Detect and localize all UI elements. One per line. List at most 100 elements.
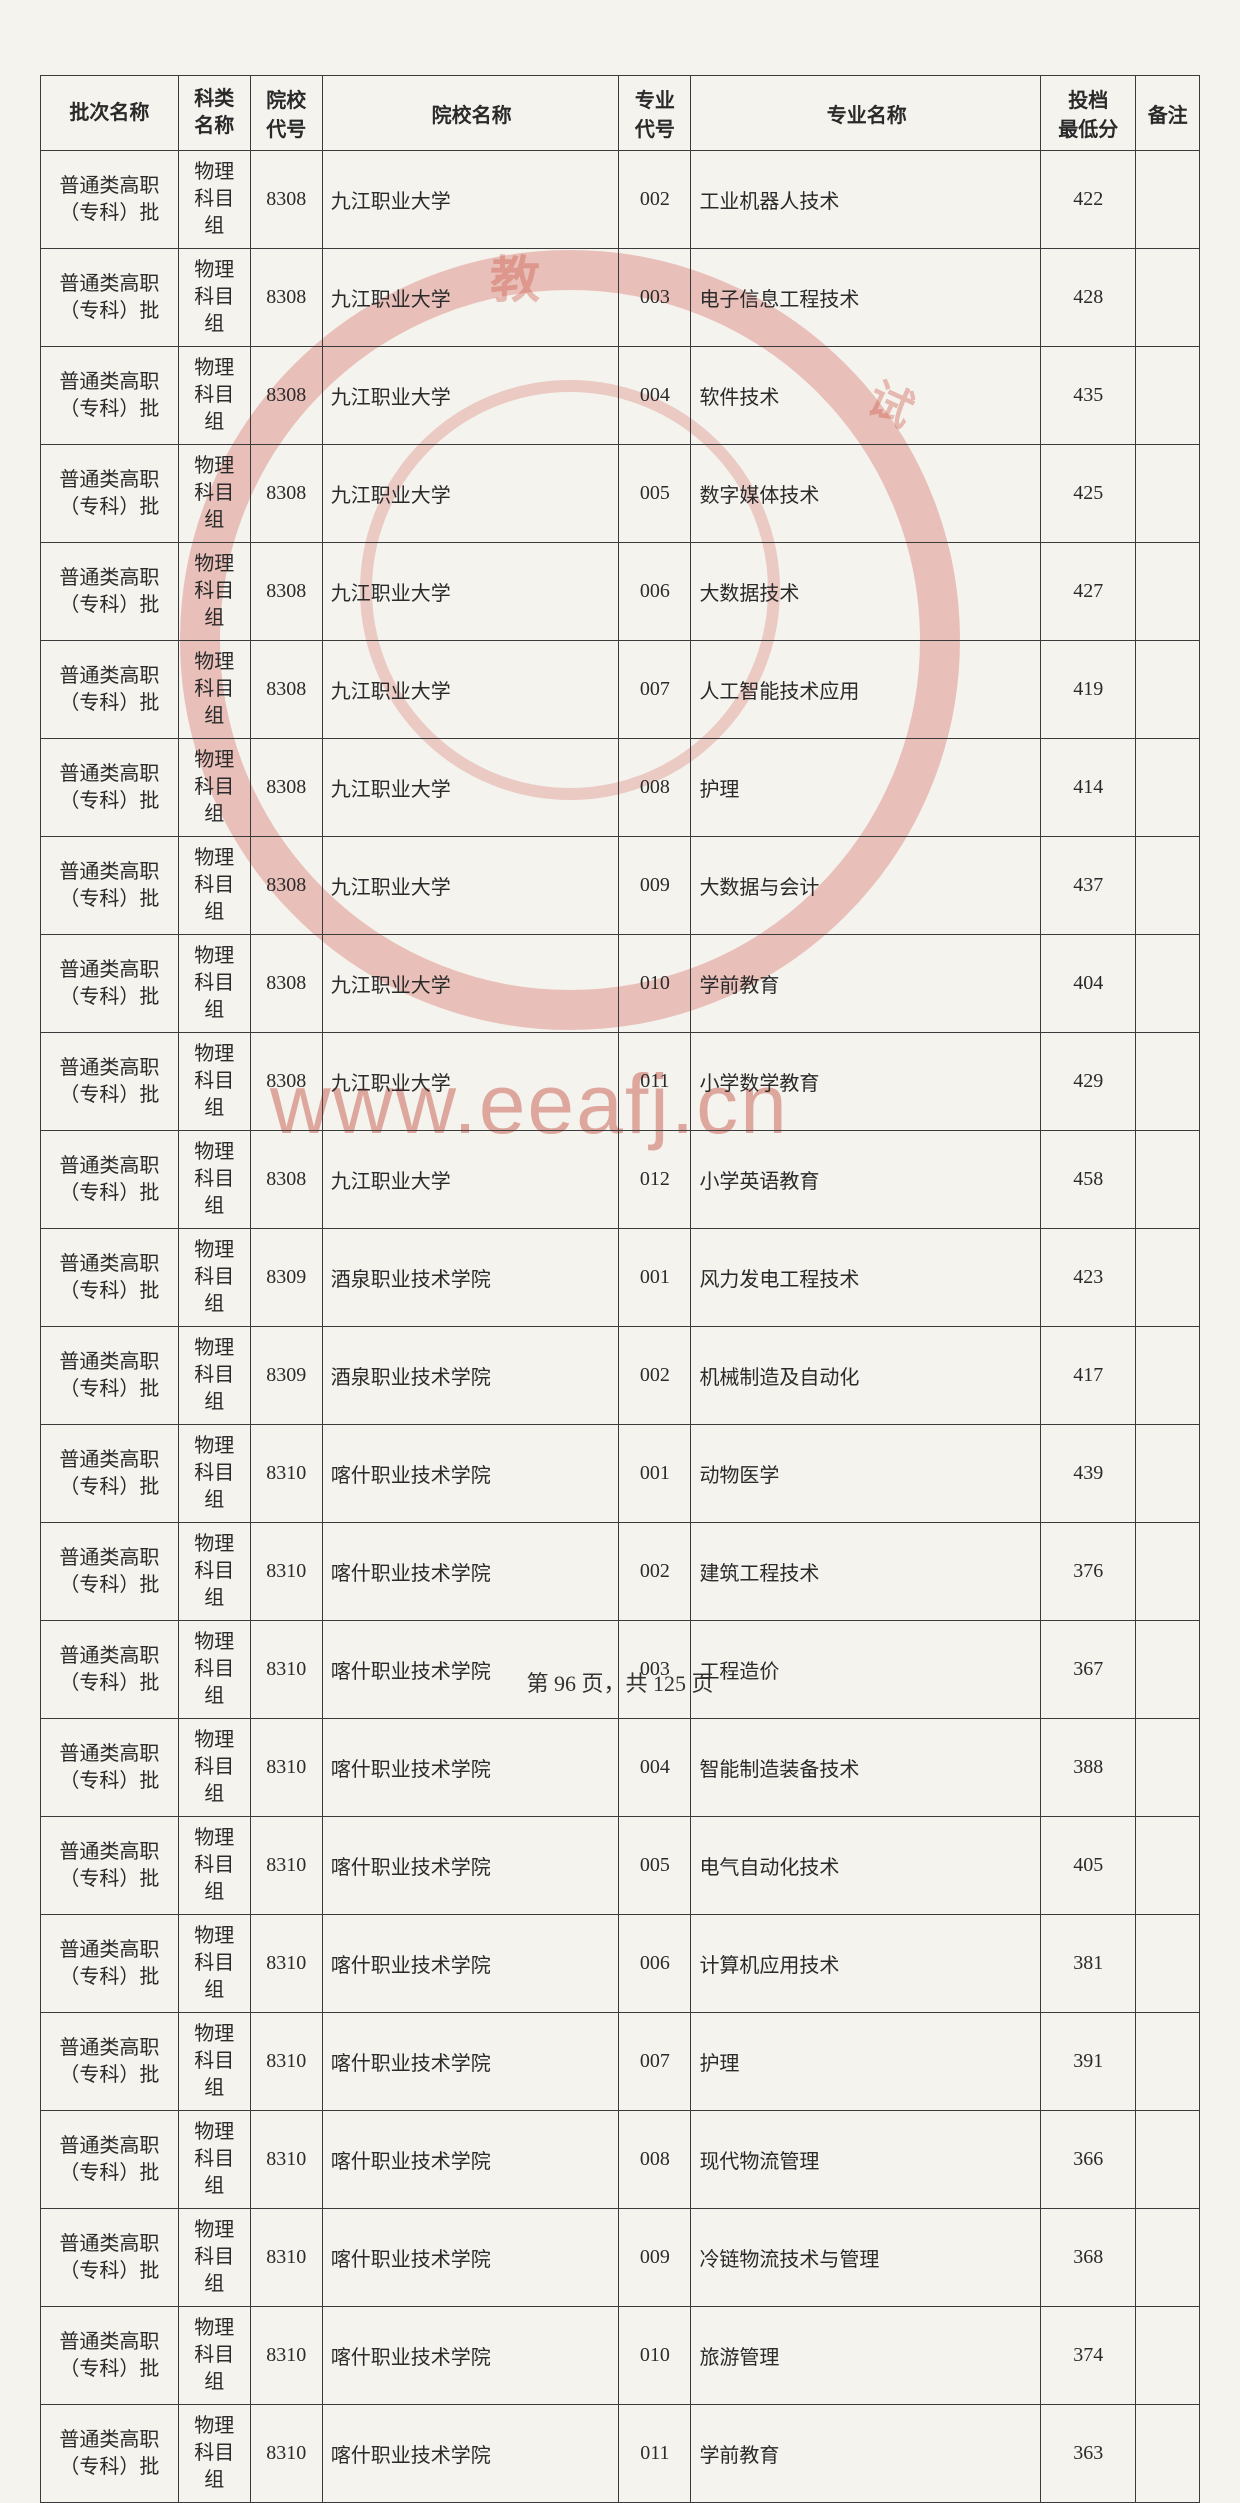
cell-school_code: 8310: [250, 2013, 322, 2111]
cell-note: [1136, 1719, 1200, 1817]
cell-subject: 物理科目组: [178, 347, 250, 445]
cell-major_code: 002: [619, 1327, 691, 1425]
table-row: 普通类高职（专科）批物理科目组8310喀什职业技术学院006计算机应用技术381: [41, 1915, 1200, 2013]
cell-school_name: 九江职业大学: [322, 837, 619, 935]
cell-score: 417: [1041, 1327, 1136, 1425]
table-row: 普通类高职（专科）批物理科目组8310喀什职业技术学院008现代物流管理366: [41, 2111, 1200, 2209]
table-row: 普通类高职（专科）批物理科目组8308九江职业大学008护理414: [41, 739, 1200, 837]
cell-school_code: 8308: [250, 249, 322, 347]
cell-note: [1136, 1523, 1200, 1621]
cell-school_code: 8308: [250, 1033, 322, 1131]
table-row: 普通类高职（专科）批物理科目组8308九江职业大学007人工智能技术应用419: [41, 641, 1200, 739]
cell-major_code: 001: [619, 1229, 691, 1327]
cell-school_name: 酒泉职业技术学院: [322, 1327, 619, 1425]
cell-major_code: 009: [619, 2209, 691, 2307]
table-row: 普通类高职（专科）批物理科目组8310喀什职业技术学院001动物医学439: [41, 1425, 1200, 1523]
cell-note: [1136, 2013, 1200, 2111]
cell-subject: 物理科目组: [178, 1523, 250, 1621]
cell-note: [1136, 1229, 1200, 1327]
header-score: 投档最低分: [1041, 76, 1136, 151]
cell-school_code: 8310: [250, 1425, 322, 1523]
cell-subject: 物理科目组: [178, 1033, 250, 1131]
header-major-code: 专业代号: [619, 76, 691, 151]
cell-school_code: 8310: [250, 1523, 322, 1621]
cell-major_name: 小学英语教育: [691, 1131, 1041, 1229]
cell-subject: 物理科目组: [178, 249, 250, 347]
cell-note: [1136, 2405, 1200, 2503]
cell-note: [1136, 151, 1200, 249]
header-major-name: 专业名称: [691, 76, 1041, 151]
cell-note: [1136, 1915, 1200, 2013]
cell-major_name: 机械制造及自动化: [691, 1327, 1041, 1425]
cell-batch: 普通类高职（专科）批: [41, 445, 179, 543]
cell-school_code: 8310: [250, 2111, 322, 2209]
cell-major_name: 电子信息工程技术: [691, 249, 1041, 347]
cell-school_code: 8308: [250, 151, 322, 249]
cell-batch: 普通类高职（专科）批: [41, 151, 179, 249]
cell-note: [1136, 1327, 1200, 1425]
cell-score: 388: [1041, 1719, 1136, 1817]
cell-school_name: 九江职业大学: [322, 151, 619, 249]
header-note: 备注: [1136, 76, 1200, 151]
cell-major_code: 012: [619, 1131, 691, 1229]
cell-batch: 普通类高职（专科）批: [41, 2209, 179, 2307]
cell-subject: 物理科目组: [178, 1131, 250, 1229]
cell-school_name: 喀什职业技术学院: [322, 2209, 619, 2307]
cell-school_name: 酒泉职业技术学院: [322, 1229, 619, 1327]
table-row: 普通类高职（专科）批物理科目组8308九江职业大学003电子信息工程技术428: [41, 249, 1200, 347]
table-row: 普通类高职（专科）批物理科目组8308九江职业大学004软件技术435: [41, 347, 1200, 445]
header-school-name: 院校名称: [322, 76, 619, 151]
cell-major_name: 大数据与会计: [691, 837, 1041, 935]
cell-school_name: 喀什职业技术学院: [322, 1915, 619, 2013]
cell-batch: 普通类高职（专科）批: [41, 2013, 179, 2111]
cell-major_code: 004: [619, 347, 691, 445]
cell-school_name: 九江职业大学: [322, 347, 619, 445]
cell-school_code: 8308: [250, 739, 322, 837]
cell-school_code: 8310: [250, 2209, 322, 2307]
cell-note: [1136, 2209, 1200, 2307]
cell-school_code: 8310: [250, 2307, 322, 2405]
cell-school_name: 喀什职业技术学院: [322, 1719, 619, 1817]
cell-score: 425: [1041, 445, 1136, 543]
cell-batch: 普通类高职（专科）批: [41, 1131, 179, 1229]
cell-note: [1136, 347, 1200, 445]
cell-subject: 物理科目组: [178, 935, 250, 1033]
cell-major_code: 005: [619, 445, 691, 543]
cell-school_name: 九江职业大学: [322, 739, 619, 837]
cell-subject: 物理科目组: [178, 445, 250, 543]
cell-school_name: 喀什职业技术学院: [322, 2111, 619, 2209]
cell-note: [1136, 837, 1200, 935]
cell-major_name: 学前教育: [691, 935, 1041, 1033]
cell-school_code: 8308: [250, 641, 322, 739]
cell-major_code: 011: [619, 1033, 691, 1131]
cell-subject: 物理科目组: [178, 2209, 250, 2307]
cell-major_name: 现代物流管理: [691, 2111, 1041, 2209]
cell-school_name: 喀什职业技术学院: [322, 2013, 619, 2111]
cell-major_code: 002: [619, 151, 691, 249]
cell-batch: 普通类高职（专科）批: [41, 1327, 179, 1425]
cell-school_code: 8308: [250, 445, 322, 543]
cell-batch: 普通类高职（专科）批: [41, 249, 179, 347]
admission-table: 批次名称 科类名称 院校代号 院校名称 专业代号 专业名称 投档最低分 备注 普…: [40, 75, 1200, 2503]
cell-school_code: 8308: [250, 543, 322, 641]
table-row: 普通类高职（专科）批物理科目组8309酒泉职业技术学院001风力发电工程技术42…: [41, 1229, 1200, 1327]
cell-score: 428: [1041, 249, 1136, 347]
cell-major_name: 电气自动化技术: [691, 1817, 1041, 1915]
cell-batch: 普通类高职（专科）批: [41, 1229, 179, 1327]
cell-batch: 普通类高职（专科）批: [41, 2405, 179, 2503]
cell-major_code: 006: [619, 1915, 691, 2013]
cell-batch: 普通类高职（专科）批: [41, 1817, 179, 1915]
cell-note: [1136, 1817, 1200, 1915]
cell-major_name: 旅游管理: [691, 2307, 1041, 2405]
cell-major_code: 008: [619, 739, 691, 837]
cell-score: 405: [1041, 1817, 1136, 1915]
cell-batch: 普通类高职（专科）批: [41, 935, 179, 1033]
cell-note: [1136, 2111, 1200, 2209]
cell-score: 419: [1041, 641, 1136, 739]
cell-batch: 普通类高职（专科）批: [41, 1523, 179, 1621]
cell-subject: 物理科目组: [178, 739, 250, 837]
cell-major_code: 001: [619, 1425, 691, 1523]
cell-subject: 物理科目组: [178, 1229, 250, 1327]
cell-school_code: 8309: [250, 1229, 322, 1327]
cell-school_name: 九江职业大学: [322, 1033, 619, 1131]
